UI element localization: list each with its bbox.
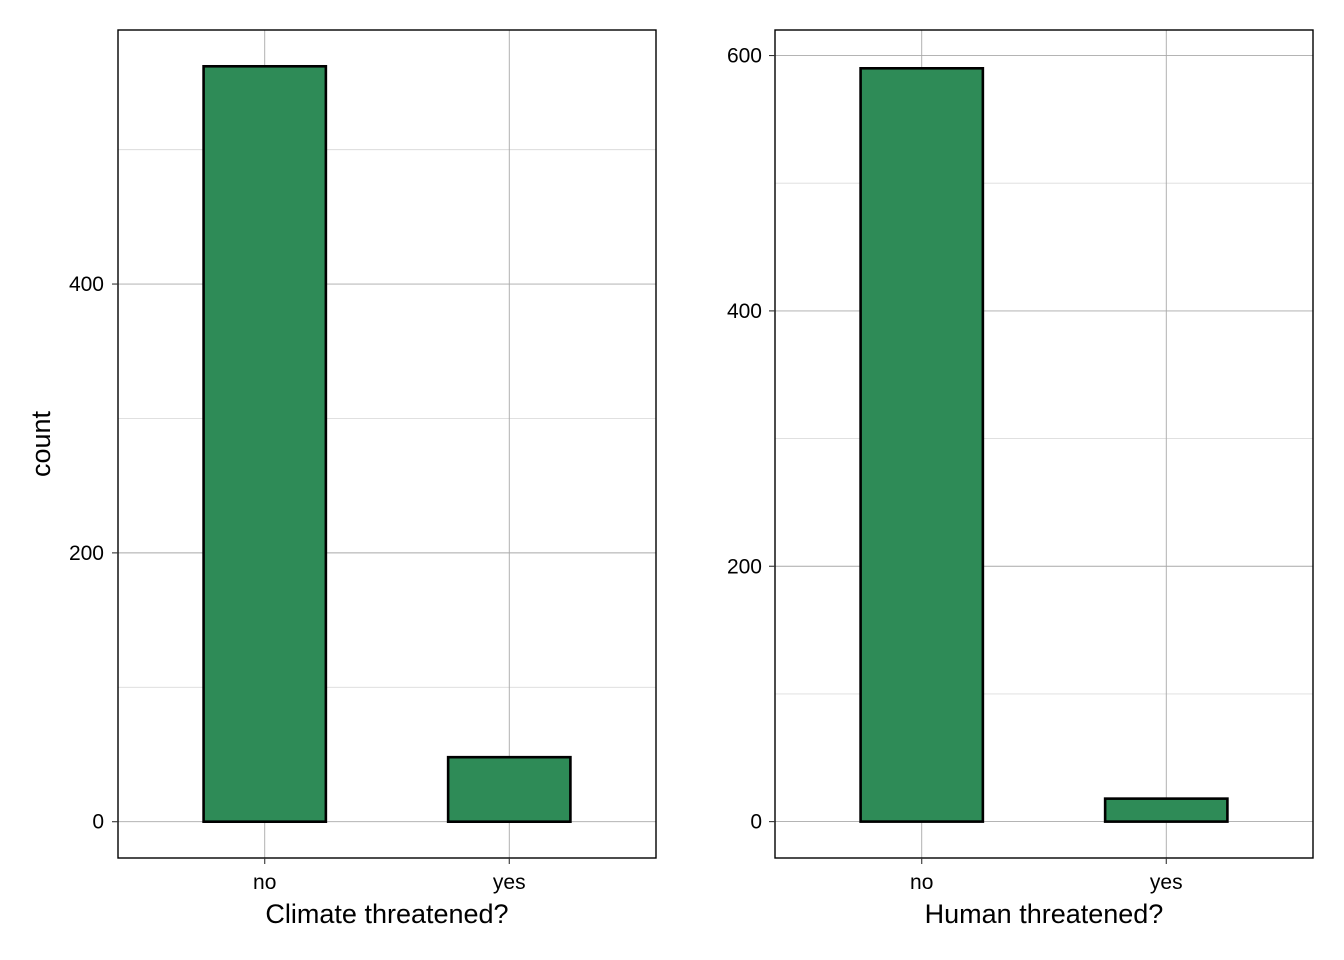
x-axis-title: Climate threatened?: [265, 899, 508, 929]
x-axis-title: Human threatened?: [925, 899, 1164, 929]
y-tick-label: 0: [92, 811, 104, 834]
x-tick-label: no: [253, 871, 276, 894]
bar-no: [859, 67, 985, 823]
panel-border: [117, 29, 657, 859]
x-tick-label: no: [910, 871, 933, 894]
chart-human-threatened: 0 200 400 600 no yes Human threatened?: [727, 29, 1314, 929]
y-axis-title: count: [26, 410, 56, 477]
y-tick-label: 200: [727, 555, 762, 578]
x-tick-label: yes: [493, 871, 526, 894]
bar-yes: [1103, 797, 1229, 823]
bar-no: [202, 64, 328, 824]
y-tick-label: 600: [727, 45, 762, 68]
bar-yes: [446, 755, 572, 824]
x-tick-label: yes: [1150, 871, 1183, 894]
panel-border: [774, 29, 1314, 859]
y-tick-label: 400: [727, 300, 762, 323]
y-tick-label: 200: [69, 542, 104, 565]
y-tick-label: 400: [69, 273, 104, 296]
chart-climate-threatened: 0 200 400 no yes Climate threatened? count: [26, 29, 657, 929]
y-tick-label: 0: [750, 811, 762, 834]
